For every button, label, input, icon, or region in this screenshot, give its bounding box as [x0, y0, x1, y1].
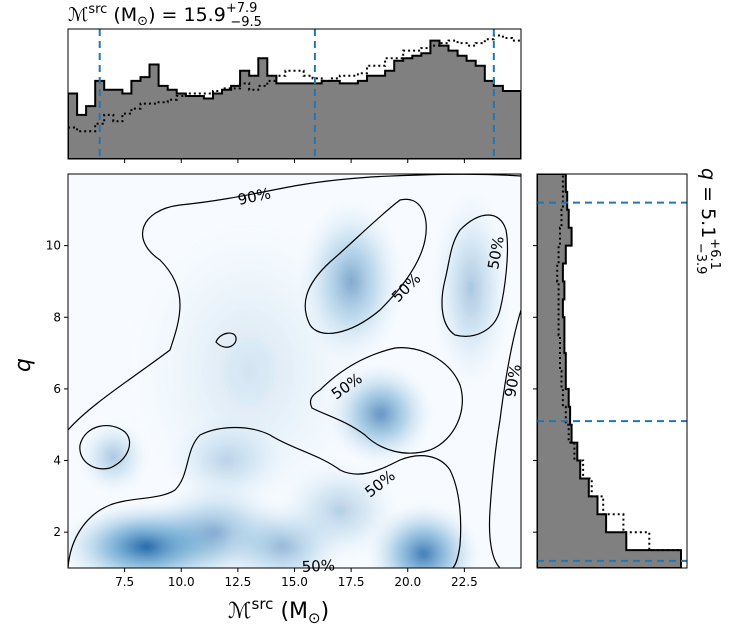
- x-label-unit-close: ): [321, 599, 330, 624]
- top-title-unit-close: ): [148, 4, 155, 26]
- x-label-sup: src: [252, 595, 274, 613]
- x-axis-label: ℳsrc (M⊙): [228, 595, 329, 627]
- density-peak: [126, 209, 372, 533]
- top-title-unit: (M: [113, 4, 137, 26]
- contour-50-left-blob: [79, 424, 131, 470]
- top-title-plus: +7.9: [226, 1, 258, 16]
- x-tick-label: 12.5: [225, 575, 252, 589]
- top-title-value: = 15.9: [162, 4, 226, 26]
- q-posterior-hist: [537, 174, 682, 568]
- y-tick-label: 6: [53, 382, 61, 396]
- x-tick-label: 20.0: [394, 575, 421, 589]
- q-prior-hist: [556, 174, 682, 568]
- contour-50-upper-right: [441, 214, 509, 337]
- right-title-value: = 5.1: [697, 186, 719, 238]
- x-tick-label: 7.5: [115, 575, 134, 589]
- top-title-unit-sub: ⊙: [137, 14, 148, 29]
- x-tick-label: 17.5: [338, 575, 365, 589]
- q-histogram-panel: [533, 173, 688, 569]
- contour-50-middle: [309, 347, 463, 454]
- x-label-unit-sub: ⊙: [308, 609, 321, 627]
- top-title-sup: src: [88, 2, 107, 17]
- density-peak: [76, 418, 150, 496]
- contour-90-outer: [68, 174, 521, 431]
- right-title-minus: −3.9: [693, 243, 708, 275]
- mass-posterior-hist: [68, 39, 521, 159]
- y-tick-label: 2: [53, 525, 61, 539]
- x-tick-label: 15.0: [281, 575, 308, 589]
- contour-label-50-upper-right: 50%: [484, 235, 508, 271]
- contour-small-island: [215, 332, 237, 348]
- top-title-prefix: ℳ: [68, 4, 88, 26]
- right-title-prefix: q: [697, 168, 719, 180]
- top-title: ℳsrc (M⊙) = 15.9+7.9 −9.5: [68, 1, 262, 30]
- y-tick-label: 8: [53, 310, 61, 324]
- density-peak: [430, 185, 512, 392]
- mass-prior-hist: [68, 34, 521, 133]
- x-label-unit: (M: [280, 599, 308, 624]
- y-tick-label: 10: [46, 239, 61, 253]
- mass-histogram-panel: [67, 28, 522, 163]
- right-title: q = 5.1+6.1−3.9: [693, 168, 722, 274]
- x-tick-label: 10.0: [168, 575, 195, 589]
- contour-90-right: [488, 309, 521, 568]
- x-label-prefix: ℳ: [228, 599, 252, 624]
- contour-label-50-bottom: 50%: [301, 556, 335, 576]
- right-title-plus: +6.1: [707, 238, 722, 270]
- y-tick-label: 4: [53, 454, 61, 468]
- contour-label-90-right: 90%: [501, 363, 525, 399]
- top-title-minus: −9.5: [230, 15, 262, 30]
- joint-density-panel: 90% 50% 50% 50% 50% 90% 50% 7.5 10.0 12.5 1…: [46, 173, 525, 589]
- x-tick-label: 22.5: [451, 575, 478, 589]
- contour-50-lower: [68, 426, 462, 568]
- contour-50-upper-middle: [304, 198, 427, 334]
- y-axis-label: q: [11, 358, 36, 372]
